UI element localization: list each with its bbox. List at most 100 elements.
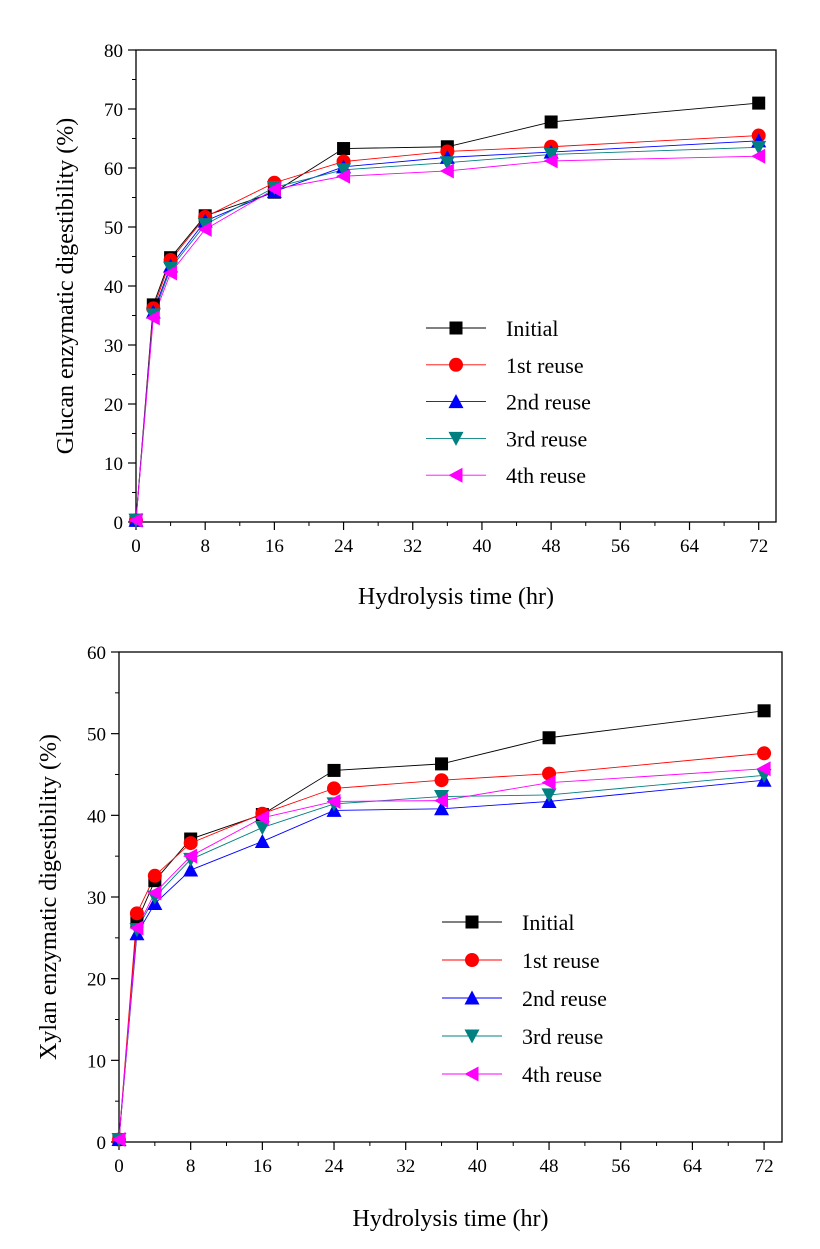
data-point	[757, 704, 771, 718]
y-tick-label: 50	[87, 725, 106, 746]
data-point	[111, 1132, 126, 1148]
data-point	[435, 757, 449, 771]
data-point	[541, 788, 557, 803]
y-tick-label: 80	[104, 41, 123, 62]
y-tick-label: 50	[104, 218, 123, 239]
legend-marker	[465, 915, 479, 929]
x-tick-label: 0	[114, 1156, 124, 1177]
x-axis-title: Hydrolysis time (hr)	[358, 584, 554, 610]
data-point	[129, 920, 144, 936]
x-tick-label: 16	[265, 536, 284, 557]
data-point	[336, 163, 352, 178]
data-point	[541, 775, 556, 791]
x-tick-label: 0	[131, 536, 141, 557]
legend-marker	[448, 394, 464, 409]
x-axis-title: Hydrolysis time (hr)	[353, 1206, 549, 1232]
y-tick-label: 60	[87, 643, 106, 664]
data-point	[751, 140, 767, 155]
legend-label: 1st reuse	[506, 353, 584, 378]
y-tick-label: 10	[87, 1051, 106, 1072]
series-line	[118, 774, 765, 1140]
data-point	[147, 885, 162, 901]
legend: Initial 1st reuse 2nd reuse 3rd reuse 4th re…	[426, 316, 591, 488]
data-point	[434, 773, 449, 788]
data-point	[336, 168, 351, 184]
data-point	[183, 848, 198, 864]
plot-frame	[135, 49, 777, 523]
x-tick-label: 48	[542, 536, 561, 557]
y-tick-label: 20	[87, 970, 106, 991]
data-point	[254, 833, 270, 848]
data-point	[129, 906, 144, 921]
legend-marker	[448, 467, 463, 483]
y-axis-title: Xylan enzymatic digestibility (%)	[36, 734, 62, 1060]
data-point	[197, 221, 212, 237]
x-tick-label: 48	[540, 1156, 559, 1177]
legend-label: 1st reuse	[522, 948, 600, 973]
data-point	[752, 96, 766, 110]
legend-label: 3rd reuse	[522, 1024, 603, 1049]
x-tick-label: 32	[403, 536, 422, 557]
chart-panel-2: 0 8 16 24 32 40 48 56 64 72 0 10 20 30 40 50 60 Hydrolysi…	[36, 643, 783, 1232]
x-tick-label: 72	[755, 1156, 774, 1177]
x-tick-label: 32	[396, 1156, 415, 1177]
legend-marker	[464, 1029, 480, 1044]
y-tick-label: 0	[114, 513, 124, 534]
y-tick-label: 0	[97, 1133, 107, 1154]
series-line	[135, 140, 759, 521]
data-point	[147, 868, 162, 883]
series-line	[118, 768, 765, 1140]
y-tick-label: 40	[87, 806, 106, 827]
data-point	[542, 731, 556, 745]
x-tick-label: 56	[611, 536, 630, 557]
data-point	[543, 153, 558, 169]
series-line	[135, 146, 759, 521]
x-tick-label: 64	[680, 536, 700, 557]
x-tick-label: 64	[683, 1156, 703, 1177]
y-tick-label: 60	[104, 159, 123, 180]
data-point	[163, 261, 179, 276]
data-point	[183, 836, 198, 851]
data-point	[254, 821, 270, 836]
x-tick-label: 24	[325, 1156, 345, 1177]
data-point	[145, 310, 160, 326]
data-point	[327, 781, 342, 796]
legend-label: 4th reuse	[522, 1062, 602, 1087]
legend-label: 3rd reuse	[506, 426, 587, 451]
data-point	[544, 115, 558, 129]
x-tick-label: 72	[749, 536, 768, 557]
x-tick-label: 24	[334, 536, 354, 557]
legend-label: 2nd reuse	[506, 390, 591, 415]
data-point	[254, 810, 269, 826]
chart-panel-1: 0 8 16 24 32 40 48 56 64 72 0 10 20 30 40 50 60 70 80 Hydro…	[53, 41, 777, 610]
data-point	[337, 142, 351, 156]
legend-marker	[449, 357, 463, 372]
data-point	[163, 265, 178, 281]
data-point	[266, 181, 281, 197]
y-tick-label: 20	[104, 395, 123, 416]
x-tick-label: 56	[611, 1156, 630, 1177]
y-tick-label: 10	[104, 454, 123, 475]
legend-marker	[464, 990, 480, 1005]
legend-label: 2nd reuse	[522, 986, 607, 1011]
legend-marker	[465, 953, 479, 967]
data-point	[434, 793, 449, 809]
data-point	[543, 147, 559, 162]
data-point	[183, 862, 199, 877]
y-tick-label: 30	[87, 888, 106, 909]
y-tick-label: 30	[104, 336, 123, 357]
y-tick-label: 70	[104, 100, 123, 121]
data-point	[327, 763, 341, 777]
y-tick-label: 40	[104, 277, 123, 298]
plot-frame	[118, 651, 783, 1143]
x-tick-label: 8	[186, 1156, 196, 1177]
data-point	[751, 148, 766, 164]
y-axis-title: Glucan enzymatic digestibility (%)	[53, 118, 79, 455]
legend: Initial 1st reuse 2nd reuse 3rd reuse 4th re…	[442, 910, 607, 1087]
data-point	[439, 156, 455, 171]
legend-marker	[464, 1066, 479, 1082]
x-tick-label: 40	[472, 536, 491, 557]
series-line	[118, 779, 765, 1140]
